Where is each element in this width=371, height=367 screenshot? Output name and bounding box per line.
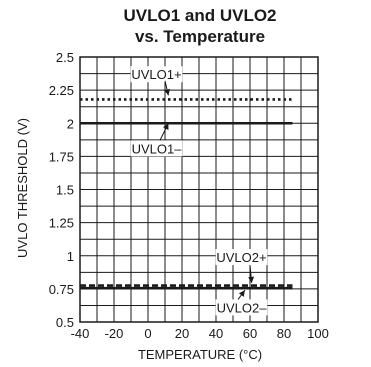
x-tick-label: -20 — [105, 326, 124, 341]
annotation-uvlo1-plus: UVLO1+ — [131, 67, 181, 82]
grid — [79, 56, 319, 323]
annotation-arrowhead-0 — [164, 88, 170, 96]
y-tick-label: 2.5 — [56, 50, 74, 65]
x-tick-label: 0 — [144, 326, 151, 341]
y-tick-label: 1.5 — [56, 183, 74, 198]
annotation-arrowhead-1 — [163, 123, 169, 130]
y-tick-label: 2 — [67, 116, 74, 131]
annotation-arrows — [159, 80, 255, 300]
annotation-uvlo2-minus: UVLO2– — [217, 300, 268, 315]
x-tick-label: 20 — [175, 326, 189, 341]
annotation-uvlo2-minus-bg — [215, 299, 268, 316]
annotation-uvlo2-plus: UVLO2+ — [216, 250, 266, 265]
x-tick-label: 100 — [307, 326, 329, 341]
annotations: UVLO1+ UVLO1– UVLO2+ UVLO2– — [130, 66, 268, 316]
y-tick-label: 0.75 — [49, 282, 74, 297]
x-tick-label: -40 — [71, 326, 90, 341]
annotation-uvlo1-plus-bg — [130, 66, 183, 83]
series-lines — [80, 98, 293, 290]
annotation-uvlo1-minus: UVLO1– — [132, 141, 183, 156]
x-tick-label: 40 — [209, 326, 223, 341]
tick-labels: 0.5 0.75 1 1.25 1.5 1.75 2 2.25 2.5 -40 -20 0 20 40 60… — [49, 50, 329, 341]
y-tick-label: 0.5 — [56, 315, 74, 330]
x-tick-label: 80 — [277, 326, 291, 341]
y-axis-label: UVLO THRESHOLD (V) — [15, 118, 30, 258]
annotation-uvlo1-minus-bg — [130, 140, 183, 157]
chart-title-line-1: UVLO1 and UVLO2 — [123, 6, 276, 25]
y-tick-label: 1 — [67, 249, 74, 264]
annotation-uvlo2-plus-bg — [215, 249, 268, 266]
x-tick-label: 60 — [243, 326, 257, 341]
x-axis-label: TEMPERATURE (°C) — [138, 347, 262, 362]
annotation-arrowhead-3 — [238, 290, 245, 297]
y-tick-label: 1.75 — [49, 149, 74, 164]
y-tick-label: 2.25 — [49, 83, 74, 98]
chart-title-line-2: vs. Temperature — [135, 27, 265, 46]
plot-frame — [79, 56, 319, 323]
annotation-arrowhead-2 — [248, 276, 255, 283]
y-tick-label: 1.25 — [49, 216, 74, 231]
